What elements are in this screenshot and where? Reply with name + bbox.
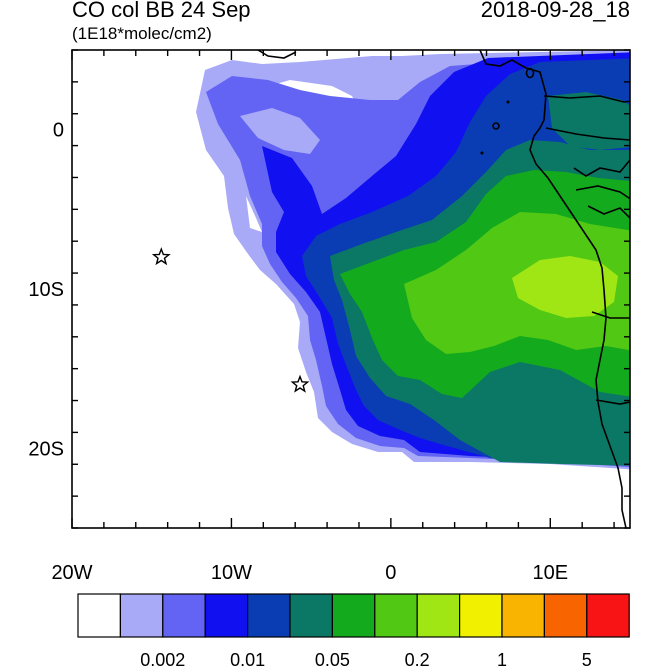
plot-title: CO col BB 24 Sep xyxy=(72,0,251,22)
colorbar-swatch xyxy=(501,593,546,638)
colorbar-swatch xyxy=(586,593,630,638)
colorbar-swatch xyxy=(204,593,249,638)
star-marker xyxy=(151,247,171,266)
concentration-field xyxy=(196,50,630,470)
colorbar-label: 0.2 xyxy=(405,650,430,667)
colorbar-label: 0.01 xyxy=(230,650,265,667)
units-label: (1E18*molec/cm2) xyxy=(72,24,212,43)
x-tick-label: 10W xyxy=(211,562,252,584)
colorbar-label: 1 xyxy=(497,650,507,667)
x-tick-label: 20W xyxy=(51,562,92,584)
station-markers xyxy=(151,247,310,393)
star-marker xyxy=(290,374,310,393)
colorbar xyxy=(77,593,630,638)
colorbar-swatch xyxy=(77,593,122,638)
y-tick-label: 10S xyxy=(28,279,64,301)
colorbar-swatch xyxy=(543,593,588,638)
axis-ticks xyxy=(71,49,630,529)
colorbar-swatch xyxy=(119,593,164,638)
clear-patch xyxy=(246,196,262,232)
colorbar-swatch xyxy=(416,593,461,638)
teal-patch xyxy=(548,92,630,150)
colorbar-label: 0.002 xyxy=(140,650,185,667)
island-dot xyxy=(506,100,510,104)
clear-patch xyxy=(240,108,320,154)
colorbar-label: 0.05 xyxy=(315,650,350,667)
colorbar-swatch xyxy=(374,593,418,638)
plot-frame xyxy=(71,49,631,529)
x-tick-label: 10E xyxy=(532,562,568,584)
colorbar-swatch xyxy=(331,593,376,638)
colorbar-swatch xyxy=(289,593,334,638)
y-axis-labels: 0 10S 20S xyxy=(28,120,64,461)
y-tick-label: 20S xyxy=(28,438,64,460)
x-axis-labels: 20W 10W 0 10E xyxy=(51,562,568,584)
colorbar-swatch xyxy=(459,593,503,638)
colorbar-label: 5 xyxy=(582,650,592,667)
colorbar-swatch xyxy=(162,593,206,638)
x-tick-label: 0 xyxy=(385,562,396,584)
island-dot xyxy=(480,151,484,155)
y-tick-label: 0 xyxy=(53,120,64,142)
colorbar-swatch xyxy=(247,593,291,638)
colorbar-labels: 0.002 0.01 0.05 0.2 1 5 xyxy=(140,650,592,667)
plume-level-8 xyxy=(512,256,618,318)
datetime-label: 2018-09-28_18 xyxy=(480,0,630,22)
